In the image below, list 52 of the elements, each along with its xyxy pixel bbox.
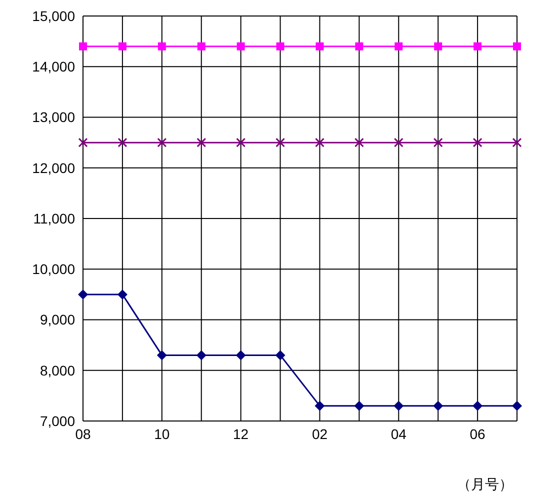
- point: [316, 42, 324, 50]
- x-tick-label: 02: [312, 426, 328, 442]
- point: [433, 138, 443, 148]
- point: [78, 138, 88, 148]
- point: [434, 42, 442, 50]
- point: [394, 42, 403, 50]
- point: [354, 400, 364, 411]
- point: [276, 42, 284, 50]
- y-tick-label: 12,000: [32, 160, 76, 176]
- x-tick-label: 04: [390, 426, 407, 442]
- point: [196, 138, 206, 148]
- point: [118, 138, 128, 148]
- point: [236, 350, 246, 360]
- point: [512, 138, 522, 148]
- y-tick-label: 13,000: [32, 109, 76, 126]
- point: [236, 138, 246, 148]
- y-tick-label: 8,000: [40, 362, 76, 378]
- point: [236, 42, 245, 50]
- point: [355, 42, 364, 50]
- point: [276, 138, 286, 148]
- point: [157, 138, 167, 148]
- point: [314, 138, 324, 148]
- y-tick-label: 7,000: [40, 412, 76, 429]
- point: [156, 350, 167, 360]
- x-axis-title: （月号）: [457, 476, 513, 492]
- point: [472, 400, 483, 411]
- point: [472, 138, 482, 148]
- point: [197, 42, 206, 50]
- point: [354, 138, 364, 148]
- x-tick-label: 08: [75, 426, 91, 442]
- point: [474, 42, 482, 50]
- y-tick-label: 11,000: [33, 210, 76, 226]
- point: [78, 289, 88, 300]
- point: [118, 42, 126, 50]
- point: [433, 400, 444, 411]
- y-tick-label: 15,000: [32, 8, 76, 24]
- point: [394, 400, 404, 411]
- point: [314, 400, 325, 411]
- point: [275, 350, 286, 360]
- point: [79, 42, 87, 50]
- x-tick-label: 06: [470, 426, 486, 442]
- point: [117, 289, 128, 300]
- point: [196, 350, 206, 360]
- y-tick-label: 9,000: [40, 312, 76, 328]
- point: [512, 400, 522, 411]
- x-tick-label: 10: [154, 426, 170, 442]
- y-tick-label: 14,000: [32, 58, 76, 75]
- y-tick-label: 10,000: [32, 261, 76, 278]
- point: [158, 42, 166, 50]
- x-tick-label: 12: [233, 426, 249, 442]
- point: [394, 138, 404, 148]
- point: [513, 42, 521, 50]
